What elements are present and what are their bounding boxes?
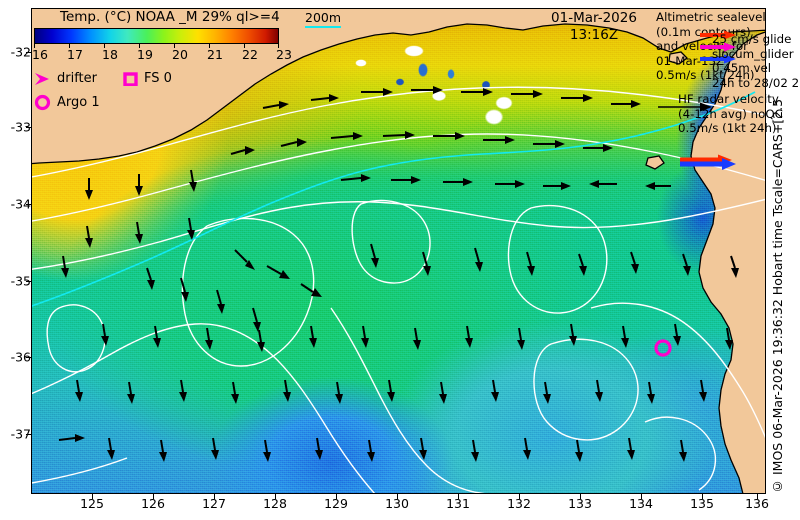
legend-label-fs: FS 0	[144, 71, 172, 86]
date-time-stamp: 01-Mar-2026 13:16Z	[534, 10, 654, 44]
argo-marker[interactable]	[654, 339, 672, 357]
marker-legend: drifter FS 0 Argo 1	[34, 68, 172, 115]
x-tick-132: 132	[507, 496, 531, 511]
colorbar-gradient	[34, 28, 279, 44]
glider-legend-block: 25 cm/s glide slocum_glider 0.45m vel 24…	[712, 32, 799, 90]
land-mask-layer	[31, 8, 766, 494]
vector-overlay-layer	[31, 86, 766, 494]
altimetry-line-5: 0.5m/s (1kt 24h)	[656, 68, 755, 83]
y-tick-33: -33	[10, 119, 31, 135]
glider-line-1: 25 cm/s glide	[712, 32, 792, 46]
x-tick-131: 131	[446, 496, 470, 511]
sealevel-contours	[31, 86, 766, 494]
y-tick-37: -37	[10, 426, 31, 442]
map-time: 13:16Z	[569, 27, 619, 43]
temperature-colorbar: 16 17 18 19 20 21 22 23	[32, 28, 292, 62]
map-plot-area[interactable]	[31, 8, 766, 494]
x-tick-125: 125	[80, 496, 104, 511]
x-tick-133: 133	[568, 496, 592, 511]
colorbar-tick-22: 22	[242, 47, 258, 62]
x-tick-129: 129	[324, 496, 348, 511]
map-date: 01-Mar-2026	[551, 10, 637, 26]
imos-credit-text: © IMOS 06-Mar-2026 19:36:32 Hobart time …	[770, 98, 785, 494]
y-tick-35: -35	[10, 273, 31, 289]
legend-row-drifter: drifter FS 0	[34, 68, 172, 89]
y-tick-34: -34	[10, 196, 31, 212]
x-tick-130: 130	[385, 496, 409, 511]
velocity-vectors	[58, 86, 739, 462]
glider-line-3: 0.45m vel	[712, 61, 772, 76]
hf-radar-line-3: 0.5m/s (1kt 24h)	[678, 121, 777, 136]
hf-radar-line-1: HF radar velocity	[678, 92, 779, 106]
glider-line-4: 24h to 28/02 2	[712, 75, 800, 90]
colorbar-title: Temp. (°C) NOAA _M 29% ql>=4	[60, 9, 280, 25]
hf-radar-line-2: (4-12h avg) noQC	[678, 106, 783, 121]
y-tick-32: -32	[10, 44, 31, 60]
colorbar-tick-23: 23	[276, 47, 292, 62]
x-tick-136: 136	[745, 496, 769, 511]
altimetry-line-1: Altimetric sealevel	[656, 10, 766, 24]
fs-square-icon	[123, 71, 138, 86]
x-tick-126: 126	[141, 496, 165, 511]
legend-label-argo: Argo 1	[57, 94, 100, 110]
glider-line-2: slocum_glider	[712, 46, 794, 61]
x-tick-134: 134	[629, 496, 653, 511]
colorbar-tick-17: 17	[67, 47, 83, 62]
colorbar-tick-20: 20	[172, 47, 188, 62]
colorbar-tick-16: 16	[32, 47, 48, 62]
isobath-200m	[31, 91, 756, 308]
drifter-icon	[35, 72, 49, 85]
legend-label-drifter: drifter	[57, 71, 97, 86]
x-tick-135: 135	[690, 496, 714, 511]
altimetry-scale-arrow-icon	[658, 102, 712, 112]
colorbar-tick-18: 18	[102, 47, 118, 62]
y-tick-36: -36	[10, 349, 31, 365]
argo-circle-icon	[34, 94, 51, 110]
hf-radar-scale-arrow-icon	[680, 154, 736, 171]
x-tick-128: 128	[263, 496, 287, 511]
colorbar-tick-21: 21	[207, 47, 223, 62]
legend-row-argo: Argo 1	[34, 89, 172, 115]
glider-scale-arrows-icon	[700, 30, 736, 64]
colorbar-tick-19: 19	[137, 47, 153, 62]
x-tick-127: 127	[202, 496, 226, 511]
isobath-200m-label: 200m	[305, 10, 342, 28]
hf-radar-legend-block: HF radar velocity (4-12h avg) noQC 0.5m/…	[678, 92, 783, 201]
